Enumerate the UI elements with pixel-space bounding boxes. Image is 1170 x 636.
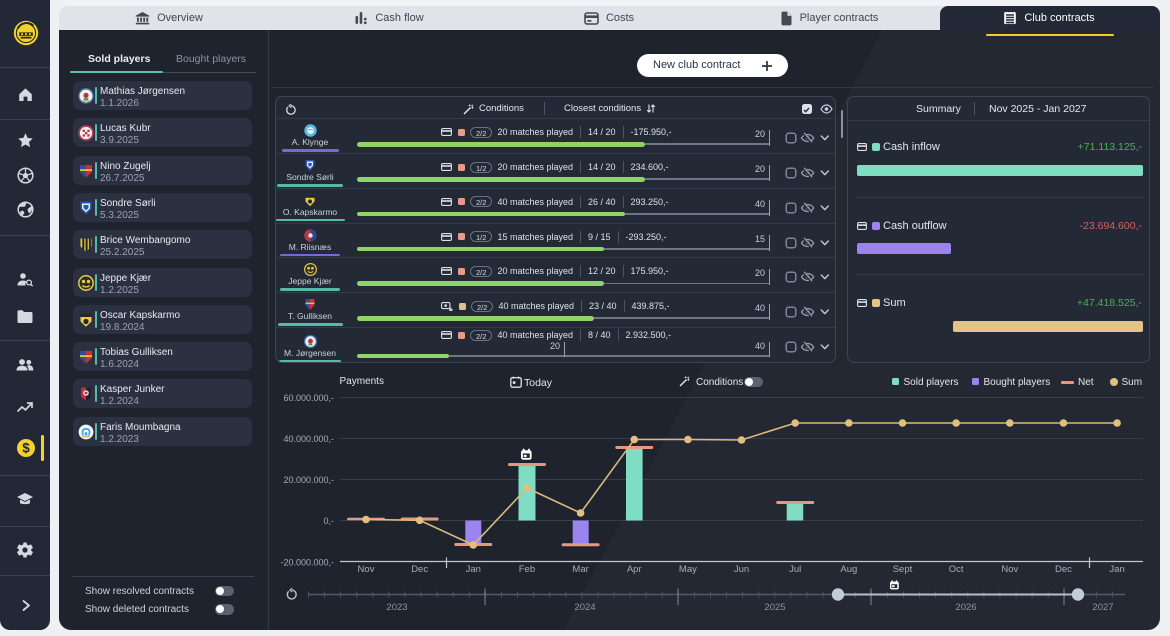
svg-text:Feb: Feb xyxy=(519,564,535,575)
svg-text:2027: 2027 xyxy=(1092,602,1113,613)
svg-text:Dec: Dec xyxy=(411,564,428,575)
svg-text:20.000.000,-: 20.000.000,- xyxy=(283,475,334,485)
svg-text:2023: 2023 xyxy=(386,602,407,613)
svg-text:60.000.000,-: 60.000.000,- xyxy=(283,393,334,403)
svg-text:Dec: Dec xyxy=(1055,564,1072,575)
svg-text:40.000.000,-: 40.000.000,- xyxy=(283,434,334,444)
svg-text:2024: 2024 xyxy=(574,602,595,613)
svg-text:Sept: Sept xyxy=(893,564,913,575)
svg-text:Jul: Jul xyxy=(789,564,801,575)
svg-text:Oct: Oct xyxy=(949,564,964,575)
svg-text:Mar: Mar xyxy=(572,564,588,575)
svg-text:May: May xyxy=(679,564,697,575)
svg-text:Jun: Jun xyxy=(734,564,749,575)
svg-text:Jan: Jan xyxy=(466,564,481,575)
svg-text:Apr: Apr xyxy=(627,564,642,575)
svg-text:Aug: Aug xyxy=(840,564,857,575)
svg-text:2026: 2026 xyxy=(955,602,976,613)
svg-text:Nov: Nov xyxy=(1001,564,1018,575)
svg-text:Jan: Jan xyxy=(1109,564,1124,575)
svg-text:$: $ xyxy=(22,441,30,456)
svg-text:Nov: Nov xyxy=(358,564,375,575)
svg-text:-20.000.000,-: -20.000.000,- xyxy=(280,558,334,568)
svg-text:0,-: 0,- xyxy=(323,516,334,526)
svg-text:2025: 2025 xyxy=(764,602,785,613)
